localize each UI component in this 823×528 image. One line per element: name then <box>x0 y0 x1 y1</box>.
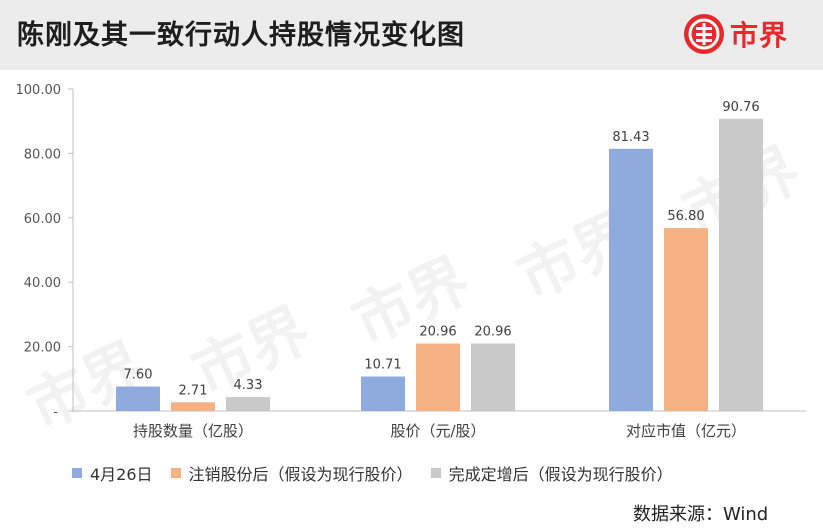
bar <box>471 343 515 411</box>
shijie-logo-icon <box>684 14 724 54</box>
bar-value-label: 2.71 <box>179 383 208 398</box>
watermark-text: 市界 <box>342 245 480 359</box>
x-category-label: 股价（元/股） <box>390 422 485 440</box>
logo-text: 市界 <box>730 19 789 52</box>
bar-value-label: 4.33 <box>234 378 263 393</box>
y-tick-label: - <box>53 405 58 420</box>
y-tick-label: 60.00 <box>24 212 61 227</box>
legend-swatch <box>72 468 82 478</box>
legend-label: 完成定增后（假设为现行股价） <box>448 465 673 484</box>
bar <box>664 228 708 411</box>
bar <box>116 386 160 411</box>
bar <box>416 343 460 411</box>
bar <box>226 397 270 411</box>
legend-label: 4月26日 <box>90 465 153 484</box>
bar <box>719 118 763 411</box>
bar-value-label: 56.80 <box>667 209 704 224</box>
bar-value-label: 10.71 <box>364 358 401 373</box>
bar-value-label: 90.76 <box>722 100 759 115</box>
bar-chart: 市界市界市界市界市界-20.0040.0060.0080.00100.007.6… <box>16 83 811 444</box>
bar <box>609 148 653 411</box>
y-tick-label: 20.00 <box>24 341 61 356</box>
legend-item: 完成定增后（假设为现行股价） <box>430 461 673 485</box>
bar <box>171 402 215 411</box>
legend-item: 4月26日 <box>72 461 153 485</box>
chart-legend: 4月26日 注销股份后（假设为现行股价） 完成定增后（假设为现行股价） <box>72 461 691 485</box>
bar-value-label: 20.96 <box>419 325 456 340</box>
x-category-label: 持股数量（亿股） <box>133 422 253 440</box>
y-tick-label: 80.00 <box>24 147 61 162</box>
data-source: 数据来源：Wind <box>633 504 769 525</box>
y-tick-label: 100.00 <box>16 83 62 98</box>
legend-label: 注销股份后（假设为现行股价） <box>188 465 413 484</box>
legend-item: 注销股份后（假设为现行股价） <box>170 461 413 485</box>
chart-header: 陈刚及其一致行动人持股情况变化图 市界 <box>0 0 823 70</box>
y-tick-label: 40.00 <box>24 276 61 291</box>
legend-swatch <box>430 468 441 478</box>
bar-value-label: 81.43 <box>612 130 649 145</box>
bar-value-label: 7.60 <box>124 368 153 383</box>
chart-title: 陈刚及其一致行动人持股情况变化图 <box>17 20 465 51</box>
x-category-label: 对应市值（亿元） <box>626 422 746 440</box>
bar-value-label: 20.96 <box>474 325 511 340</box>
legend-swatch <box>170 468 181 478</box>
brand-logo: 市界 <box>684 12 788 56</box>
bar <box>361 376 405 411</box>
